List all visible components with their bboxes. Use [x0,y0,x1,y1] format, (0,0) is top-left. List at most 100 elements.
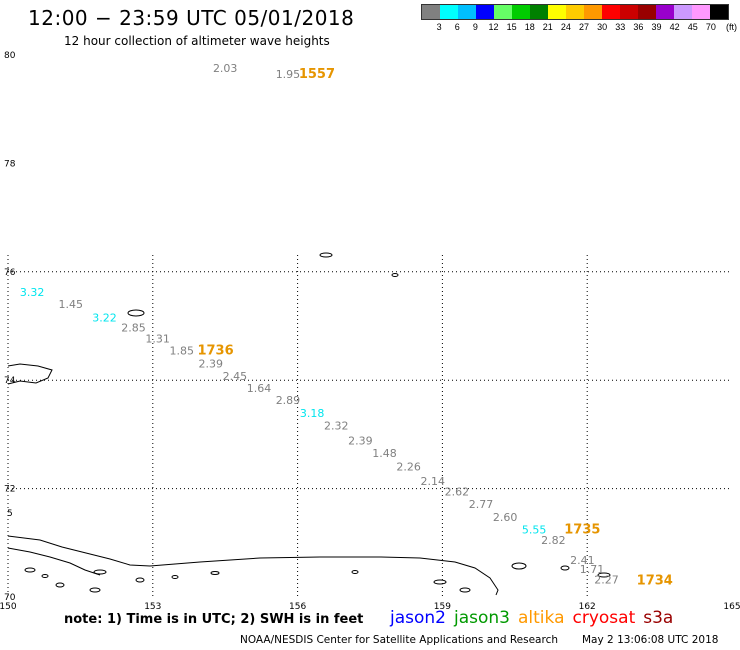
legend-tick: 70 [705,22,716,32]
wave-height-value: 2.45 [223,370,248,383]
legend-swatch [566,5,584,19]
island-tip-west [7,363,53,385]
legend-swatch [656,5,674,19]
wave-height-value: 5.55 [522,524,547,537]
legend-tick: 6 [454,22,460,32]
wave-height-value: 1.85 [170,345,195,358]
wave-height-value: 2.39 [348,435,373,448]
latitude-label: 78 [4,159,16,169]
legend-swatches [421,4,729,20]
legend-swatch [710,5,728,19]
satellite-label-cryosat: cryosat [572,608,636,628]
latitude-label: 74 [4,376,16,386]
axis-labels: 150 153 156 159 162 165 80 78 76 74 72 70 5 [0,51,740,612]
legend-tick: 33 [615,22,626,32]
legend-swatch [494,5,512,19]
legend-tick: 45 [687,22,698,32]
island [55,582,65,588]
legend-swatch [602,5,620,19]
pass-time-label: 1734 [637,574,673,589]
legend-swatch [530,5,548,19]
wave-height-value: 2.62 [445,486,470,499]
pass-time-label: 1735 [564,523,600,538]
longitude-label: 153 [144,602,161,612]
siberia-west-shore [7,547,101,576]
island [93,569,107,575]
wave-height-value: 1.48 [372,447,397,460]
island [41,574,49,578]
legend-swatch [692,5,710,19]
legend-swatch [674,5,692,19]
longitude-label: 165 [723,602,740,612]
latitude-label: 80 [4,51,16,61]
satellite-label-jason3: jason3 [454,608,510,628]
wave-height-value: 1.45 [58,298,83,311]
legend-unit: (ft) [726,22,737,32]
siberia-coastline [7,535,499,596]
legend-swatch [512,5,530,19]
island [127,309,145,317]
legend-tick: 30 [597,22,608,32]
latitude-label-small: 5 [7,509,13,519]
legend-tick: 15 [506,22,517,32]
latitude-label: 76 [4,268,16,278]
page-subtitle: 12 hour collection of altimeter wave hei… [64,34,330,48]
pass-time-label: 1557 [299,67,335,82]
island [89,587,101,593]
wave-height-value: 2.03 [213,62,238,75]
island [351,570,359,574]
satellite-label-s3a: s3a [643,608,674,628]
longitude-label: 150 [0,602,17,612]
wave-height-value: 2.89 [276,394,301,407]
island [459,587,471,593]
island [560,565,570,571]
island [171,575,179,579]
wave-height-value: 3.18 [300,407,325,420]
wave-height-value: 1.71 [580,563,605,576]
wave-height-value: 2.26 [396,461,421,474]
island [433,579,447,585]
page-title: 12:00 − 23:59 UTC 05/01/2018 [28,6,355,30]
wave-height-observations: 2.03 1.953.321.453.222.851.311.852.392.45… [20,62,673,589]
footer: NOAA/NESDIS Center for Satellite Applica… [240,634,718,646]
pass-time-label: 1736 [197,344,233,359]
latitude-label: 70 [4,593,16,603]
island [391,273,399,277]
legend-tick: 9 [472,22,478,32]
wave-height-value: 2.41 [570,554,595,567]
island [135,577,145,583]
legend-tick: 18 [524,22,535,32]
wave-height-value: 2.77 [469,498,494,511]
satellite-label-altika: altika [518,608,565,628]
legend-swatch [476,5,494,19]
legend-tick: 3 [436,22,442,32]
longitude-label: 162 [579,602,596,612]
wave-height-value: 3.32 [20,286,45,299]
legend-swatch [548,5,566,19]
legend-tick: 12 [488,22,499,32]
legend-tick: 39 [651,22,662,32]
color-legend: (ft) 3 6 9 12 15 18 21 24 27 30 33 36 39 42 45 70 [421,4,737,38]
wave-height-value: 1.64 [247,382,272,395]
coastline [7,252,611,596]
legend-swatch [638,5,656,19]
latitude-label: 72 [4,485,15,495]
legend-ticks: (ft) 3 6 9 12 15 18 21 24 27 30 33 36 39 42 45 70 [421,20,737,34]
wave-height-value: 2.60 [493,511,518,524]
graticule [7,255,732,597]
wave-height-value: 2.39 [198,358,223,371]
legend-swatch [440,5,458,19]
footer-credit: NOAA/NESDIS Center for Satellite Applica… [240,634,558,646]
legend-tick: 27 [579,22,590,32]
legend-tick: 24 [560,22,571,32]
satellite-legend: jason2 jason3 altika cryosat s3a [390,608,681,628]
legend-tick: 21 [542,22,553,32]
legend-swatch [584,5,602,19]
wave-height-value: 1.95 [276,68,301,81]
legend-tick: 42 [669,22,680,32]
satellite-label-jason2: jason2 [390,608,446,628]
wave-height-value: 2.85 [121,321,146,334]
wave-height-value: 2.27 [594,573,619,586]
longitude-label: 156 [289,602,306,612]
